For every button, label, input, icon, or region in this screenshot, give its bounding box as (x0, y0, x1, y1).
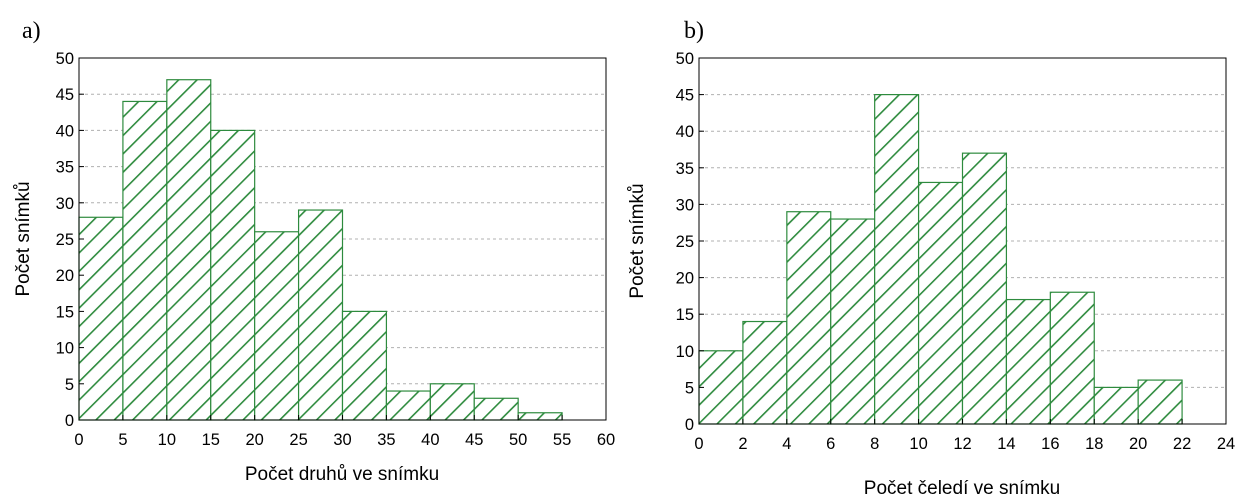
b-y-tick-label-4: 20 (676, 270, 694, 288)
b-y-tick-label-2: 10 (676, 343, 694, 361)
a-y-tick-label-7: 35 (56, 159, 74, 177)
b-y-tick-label-3: 15 (676, 306, 694, 324)
a-bar-8 (429, 383, 475, 421)
b-y-tick-label-6: 30 (676, 196, 694, 214)
b-bar-5 (917, 181, 964, 425)
a-y-tick-label-4: 20 (56, 267, 74, 285)
b-x-tick-label-2: 4 (782, 435, 791, 453)
b-x-tick-label-5: 10 (909, 435, 927, 453)
a-x-tick-label-9: 45 (465, 431, 483, 449)
a-bar-10 (517, 412, 563, 421)
b-y-tick-label-8: 40 (676, 123, 694, 141)
b-y-axis-label: Počet snímků (627, 183, 648, 298)
b-x-tick-label-10: 20 (1129, 435, 1147, 453)
b-x-tick-label-12: 24 (1217, 435, 1235, 453)
b-x-tick-label-6: 12 (953, 435, 971, 453)
a-panel-label: a) (22, 18, 41, 44)
a-x-tick-label-4: 20 (245, 431, 263, 449)
b-y-tick-label-7: 35 (676, 160, 694, 178)
b-bar-10 (1137, 379, 1183, 425)
b-x-tick-label-3: 6 (826, 435, 835, 453)
b-x-tick-label-9: 18 (1085, 435, 1103, 453)
a-x-tick-label-3: 15 (202, 431, 220, 449)
b-x-tick-label-7: 14 (997, 435, 1015, 453)
b-bar-0 (698, 350, 744, 425)
histogram-species: 0 5 10 15 20 25 30 35 40 45 50 55 60 0 5 10 15 20 25 30 35 40… (13, 18, 615, 485)
a-x-tick-label-11: 55 (553, 431, 571, 449)
b-y-tick-label-10: 50 (676, 50, 694, 68)
b-y-tick-label-5: 25 (676, 233, 694, 251)
b-bar-8 (1049, 291, 1095, 425)
a-bar-6 (341, 310, 388, 421)
a-y-tick-label-0: 0 (65, 412, 74, 430)
a-x-tick-label-12: 60 (597, 431, 615, 449)
a-y-tick-label-2: 10 (56, 340, 74, 358)
a-y-tick-label-10: 50 (56, 50, 74, 68)
b-x-tick-label-8: 16 (1041, 435, 1059, 453)
b-x-tick-label-11: 22 (1173, 435, 1191, 453)
b-bar-4 (874, 93, 920, 425)
b-panel-label: b) (684, 18, 704, 44)
b-x-tick-label-0: 0 (694, 435, 703, 453)
a-x-tick-label-7: 35 (377, 431, 395, 449)
b-y-tick-label-0: 0 (685, 416, 694, 434)
a-x-axis-label: Počet druhů ve snímku (245, 464, 439, 485)
a-y-tick-label-8: 40 (56, 122, 74, 140)
a-y-tick-label-5: 25 (56, 231, 74, 249)
b-x-axis-label: Počet čeledí ve snímku (864, 478, 1060, 499)
a-bar-5 (297, 209, 344, 421)
b-bar-6 (961, 152, 1008, 425)
a-bar-1 (122, 100, 168, 421)
histogram-families: 0 2 4 6 8 10 12 14 16 18 20 22 240510152025303540455… (627, 18, 1235, 499)
a-y-tick-label-6: 30 (56, 195, 74, 213)
a-x-tick-label-6: 30 (333, 431, 351, 449)
a-x-tick-label-10: 50 (509, 431, 527, 449)
a-bar-9 (473, 397, 519, 421)
b-bar-2 (786, 211, 832, 425)
a-x-tick-label-5: 25 (289, 431, 307, 449)
b-bar-7 (1005, 298, 1051, 425)
b-x-tick-label-4: 8 (870, 435, 879, 453)
b-bar-3 (830, 218, 876, 425)
a-bar-3 (210, 129, 256, 421)
a-bar-2 (166, 79, 212, 421)
a-y-axis-label: Počet snímků (13, 181, 34, 296)
a-y-tick-label-1: 5 (65, 376, 74, 394)
b-bar-1 (742, 320, 788, 425)
a-bar-0 (78, 216, 124, 421)
b-bar-9 (1093, 386, 1139, 425)
b-y-tick-label-1: 5 (685, 379, 694, 397)
a-y-tick-label-9: 45 (56, 86, 74, 104)
a-x-tick-label-1: 5 (118, 431, 127, 449)
a-x-tick-label-8: 40 (421, 431, 439, 449)
a-y-tick-label-3: 15 (56, 303, 74, 321)
a-x-tick-label-2: 10 (158, 431, 176, 449)
b-x-tick-label-1: 2 (738, 435, 747, 453)
a-bar-7 (385, 390, 431, 421)
a-bar-4 (254, 231, 300, 421)
b-y-tick-label-9: 45 (676, 87, 694, 105)
a-x-tick-label-0: 0 (74, 431, 83, 449)
